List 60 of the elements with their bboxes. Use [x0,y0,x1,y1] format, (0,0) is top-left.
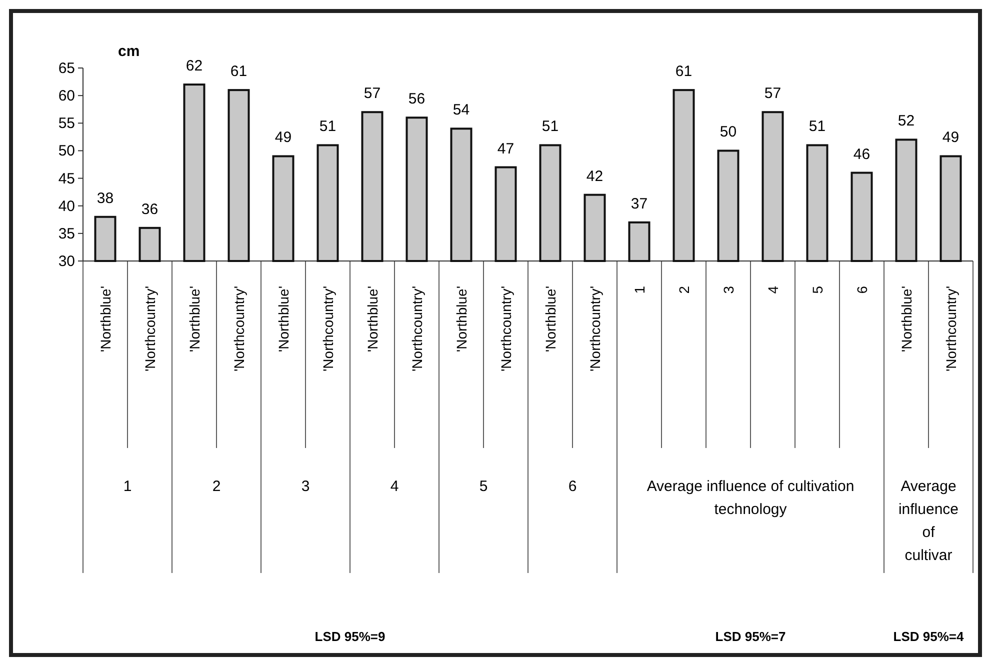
data-label: 38 [96,190,114,207]
text: Average influence of cultivation technology [646,478,854,518]
x-tick-label: 'Northblue' [275,286,292,352]
text: 2 [212,478,221,495]
data-label: 52 [898,112,915,130]
y-tick-label: 35 [58,225,75,242]
data-label: 54 [452,102,470,119]
x-tick-label: 3 [720,286,736,294]
text: LSD 95%=7 [715,629,786,644]
x-tick-label: 'Northcountry' [498,286,514,372]
data-label: 47 [497,140,514,158]
data-label: 49 [942,129,960,146]
y-tick-label: 55 [58,115,75,132]
x-tick-label: 5 [809,286,826,294]
x-tick-label: 6 [854,286,870,294]
text: 4 [390,478,399,495]
text: LSD 95%=9 [314,629,386,644]
data-label: 51 [808,118,826,136]
y-tick-label: 45 [58,170,75,188]
x-tick-label: 'Northblue' [898,286,914,352]
x-tick-label: 'Northcountry' [586,286,603,372]
y-tick-label: 60 [58,88,75,105]
data-label: 51 [542,118,559,136]
text: Average influence of cultivar [898,478,959,564]
data-label: 56 [408,90,426,108]
y-tick-label: 40 [58,198,75,215]
y-axis-title: cm [118,43,140,60]
x-tick-label: 'Northblue' [97,286,114,352]
data-label: 57 [764,85,782,102]
x-tick-label: 'Northcountry' [942,286,959,372]
y-tick-label: 30 [58,253,75,270]
data-label: 46 [853,146,870,163]
x-tick-label: 'Northcountry' [408,286,425,372]
x-tick-label: 1 [631,286,648,294]
y-tick-label: 50 [58,142,75,160]
data-label: 36 [141,200,158,218]
data-label: 61 [230,63,248,80]
text: 5 [479,478,488,495]
text: 1 [123,478,132,495]
y-tick-label: 65 [58,60,75,77]
data-label: 42 [586,168,604,185]
x-tick-label: 4 [764,286,781,294]
data-label: 57 [364,85,381,102]
text: 6 [568,478,577,495]
x-tick-label: 'Northcountry' [320,286,336,372]
data-label: 61 [675,63,692,80]
x-tick-label: 'Northblue' [364,286,380,352]
text: LSD 95%=4 [893,629,964,644]
text: 3 [301,478,310,495]
x-tick-label: 2 [676,286,692,294]
x-tick-label: 'Northblue' [542,286,558,352]
data-label: 51 [319,118,336,136]
data-label: 50 [720,124,737,141]
x-tick-label: 'Northcountry' [230,286,247,372]
data-label: 49 [274,129,292,146]
x-tick-label: 'Northcountry' [142,286,158,372]
x-tick-label: 'Northblue' [186,286,202,352]
x-tick-label: 'Northblue' [453,286,470,352]
data-label: 37 [630,195,648,212]
data-label: 62 [186,58,203,75]
